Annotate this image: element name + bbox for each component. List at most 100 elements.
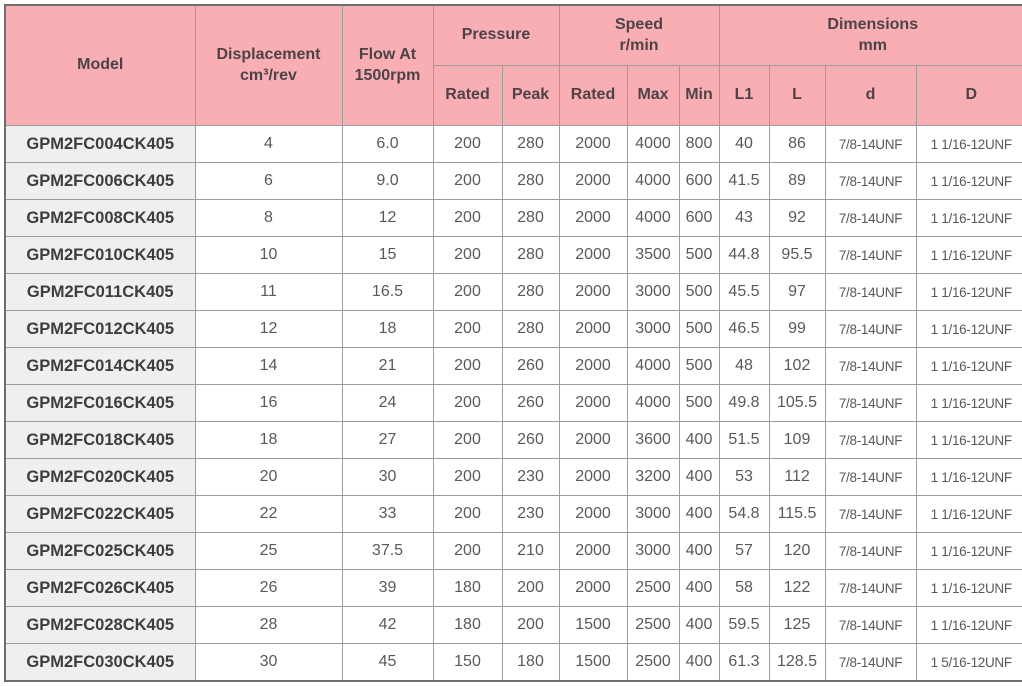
cell-D: 1 1/16-12UNF bbox=[915, 273, 1022, 311]
cell-pressure_peak: 260 bbox=[501, 347, 560, 385]
cell-speed_max: 4000 bbox=[626, 347, 680, 385]
cell-model: GPM2FC025CK405 bbox=[4, 532, 196, 570]
cell-pressure_rated: 200 bbox=[432, 199, 503, 237]
cell-pressure_rated: 200 bbox=[432, 310, 503, 348]
cell-speed_min: 500 bbox=[678, 236, 720, 274]
table-row: GPM2FC030CK405 30 45 150 180 1500 2500 400 61.3 1… bbox=[4, 643, 1022, 682]
col-header-flow: Flow At 1500rpm bbox=[341, 4, 434, 126]
col-header-D: D bbox=[915, 65, 1022, 126]
cell-flow: 21 bbox=[341, 347, 434, 385]
cell-D: 1 1/16-12UNF bbox=[915, 606, 1022, 644]
cell-D: 1 1/16-12UNF bbox=[915, 532, 1022, 570]
cell-pressure_peak: 230 bbox=[501, 495, 560, 533]
cell-speed_rated: 2000 bbox=[558, 495, 628, 533]
header-sub-row: Rated Peak Rated Max Min L1 L d D bbox=[5, 65, 1022, 126]
cell-d: 7/8-14UNF bbox=[824, 162, 917, 200]
col-header-pressure-peak: Peak bbox=[501, 65, 560, 126]
cell-d: 7/8-14UNF bbox=[824, 421, 917, 459]
cell-displacement: 25 bbox=[194, 532, 343, 570]
cell-pressure_rated: 180 bbox=[432, 606, 503, 644]
cell-l: 122 bbox=[768, 569, 826, 607]
table-header: Model Displacement cm³/rev Flow At 1500r… bbox=[4, 4, 1022, 126]
cell-model: GPM2FC008CK405 bbox=[4, 199, 196, 237]
table-row: GPM2FC028CK405 28 42 180 200 1500 2500 400 59.5 1… bbox=[4, 606, 1022, 644]
cell-displacement: 8 bbox=[194, 199, 343, 237]
cell-speed_max: 3200 bbox=[626, 458, 680, 496]
cell-pressure_rated: 180 bbox=[432, 569, 503, 607]
cell-l1: 40 bbox=[718, 125, 770, 163]
cell-D: 1 1/16-12UNF bbox=[915, 569, 1022, 607]
cell-flow: 33 bbox=[341, 495, 434, 533]
cell-speed_max: 3500 bbox=[626, 236, 680, 274]
col-header-d: d bbox=[824, 65, 917, 126]
cell-D: 1 1/16-12UNF bbox=[915, 495, 1022, 533]
cell-l: 115.5 bbox=[768, 495, 826, 533]
cell-flow: 45 bbox=[341, 643, 434, 682]
cell-speed_rated: 2000 bbox=[558, 125, 628, 163]
cell-l: 120 bbox=[768, 532, 826, 570]
cell-speed_max: 4000 bbox=[626, 384, 680, 422]
cell-l: 97 bbox=[768, 273, 826, 311]
cell-speed_min: 400 bbox=[678, 421, 720, 459]
cell-speed_min: 400 bbox=[678, 606, 720, 644]
cell-speed_rated: 2000 bbox=[558, 458, 628, 496]
col-header-l: L bbox=[768, 65, 826, 126]
cell-speed_min: 500 bbox=[678, 273, 720, 311]
cell-pressure_rated: 150 bbox=[432, 643, 503, 682]
col-group-dimensions-line1: Dimensions bbox=[827, 15, 919, 33]
cell-displacement: 11 bbox=[194, 273, 343, 311]
cell-displacement: 26 bbox=[194, 569, 343, 607]
cell-D: 1 1/16-12UNF bbox=[915, 421, 1022, 459]
table-row: GPM2FC025CK405 25 37.5 200 210 2000 3000 400 57 1… bbox=[4, 532, 1022, 570]
cell-flow: 30 bbox=[341, 458, 434, 496]
cell-speed_min: 500 bbox=[678, 384, 720, 422]
cell-flow: 9.0 bbox=[341, 162, 434, 200]
cell-speed_max: 4000 bbox=[626, 125, 680, 163]
col-header-flow-line2: 1500rpm bbox=[354, 66, 421, 84]
cell-l: 128.5 bbox=[768, 643, 826, 682]
cell-speed_rated: 2000 bbox=[558, 421, 628, 459]
cell-d: 7/8-14UNF bbox=[824, 384, 917, 422]
cell-l: 125 bbox=[768, 606, 826, 644]
cell-l1: 45.5 bbox=[718, 273, 770, 311]
cell-pressure_peak: 200 bbox=[501, 569, 560, 607]
cell-l1: 49.8 bbox=[718, 384, 770, 422]
cell-D: 1 1/16-12UNF bbox=[915, 347, 1022, 385]
cell-d: 7/8-14UNF bbox=[824, 347, 917, 385]
cell-flow: 42 bbox=[341, 606, 434, 644]
table-row: GPM2FC022CK405 22 33 200 230 2000 3000 400 54.8 1… bbox=[4, 495, 1022, 533]
cell-l1: 53 bbox=[718, 458, 770, 496]
col-header-model: Model bbox=[4, 4, 196, 126]
cell-model: GPM2FC004CK405 bbox=[4, 125, 196, 163]
cell-pressure_rated: 200 bbox=[432, 273, 503, 311]
cell-d: 7/8-14UNF bbox=[824, 495, 917, 533]
cell-displacement: 12 bbox=[194, 310, 343, 348]
cell-l1: 51.5 bbox=[718, 421, 770, 459]
cell-D: 1 1/16-12UNF bbox=[915, 125, 1022, 163]
cell-pressure_rated: 200 bbox=[432, 162, 503, 200]
cell-pressure_peak: 280 bbox=[501, 125, 560, 163]
cell-flow: 16.5 bbox=[341, 273, 434, 311]
cell-l1: 43 bbox=[718, 199, 770, 237]
col-header-speed-min: Min bbox=[678, 65, 720, 126]
table-row: GPM2FC020CK405 20 30 200 230 2000 3200 400 53 112… bbox=[4, 458, 1022, 496]
cell-model: GPM2FC012CK405 bbox=[4, 310, 196, 348]
cell-flow: 6.0 bbox=[341, 125, 434, 163]
cell-speed_rated: 2000 bbox=[558, 199, 628, 237]
cell-l1: 57 bbox=[718, 532, 770, 570]
col-header-speed-max: Max bbox=[626, 65, 680, 126]
cell-speed_max: 3000 bbox=[626, 532, 680, 570]
header-group-row: Model Displacement cm³/rev Flow At 1500r… bbox=[4, 4, 1022, 126]
col-header-speed-rated: Rated bbox=[558, 65, 628, 126]
table-row: GPM2FC008CK405 8 12 200 280 2000 4000 600 43 92 7/… bbox=[4, 199, 1022, 237]
cell-speed_max: 3600 bbox=[626, 421, 680, 459]
cell-model: GPM2FC011CK405 bbox=[4, 273, 196, 311]
cell-speed_rated: 2000 bbox=[558, 384, 628, 422]
cell-l1: 54.8 bbox=[718, 495, 770, 533]
cell-speed_rated: 2000 bbox=[558, 236, 628, 274]
cell-displacement: 16 bbox=[194, 384, 343, 422]
cell-speed_min: 400 bbox=[678, 643, 720, 682]
cell-flow: 27 bbox=[341, 421, 434, 459]
cell-pressure_rated: 200 bbox=[432, 236, 503, 274]
